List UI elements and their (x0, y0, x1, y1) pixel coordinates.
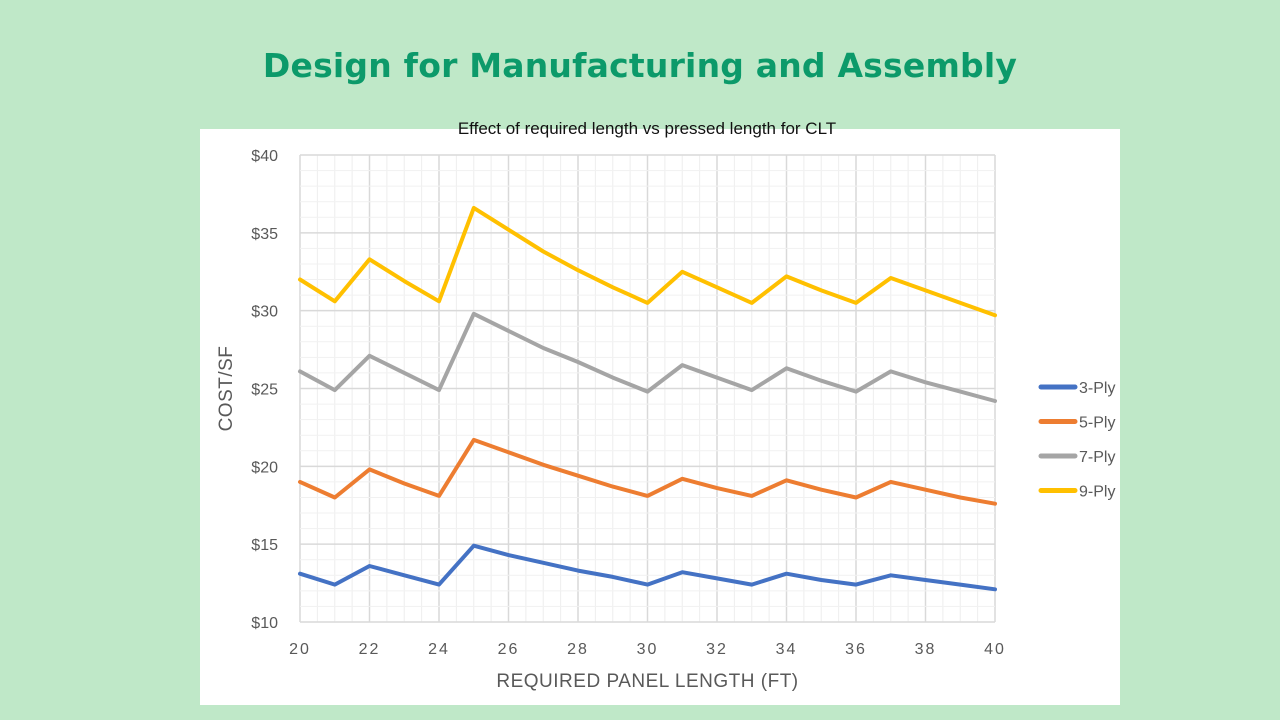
legend-label: 7-Ply (1079, 449, 1115, 466)
x-tick-label: 34 (776, 641, 798, 658)
y-tick-label: $35 (251, 226, 278, 243)
series-line-9-ply (298, 205, 997, 318)
y-axis-title: COST/SF (216, 346, 237, 432)
x-axis-title: REQUIRED PANEL LENGTH (FT) (496, 671, 798, 692)
legend-label: 5-Ply (1079, 415, 1115, 432)
y-tick-label: $40 (251, 148, 278, 165)
y-tick-label: $10 (251, 615, 278, 632)
slide-title: Design for Manufacturing and Assembly (262, 46, 1018, 85)
x-tick-label: 40 (984, 641, 1006, 658)
y-tick-label: $20 (251, 459, 278, 476)
legend-label: 3-Ply (1079, 380, 1115, 397)
x-tick-label: 30 (637, 641, 659, 658)
y-tick-label: $25 (251, 382, 278, 399)
legend-label: 9-Ply (1079, 484, 1115, 501)
x-tick-label: 36 (845, 641, 867, 658)
x-tick-label: 26 (498, 641, 520, 658)
chart-panel (200, 129, 1120, 705)
x-tick-label: 28 (567, 641, 589, 658)
y-tick-label: $30 (251, 304, 278, 321)
x-tick-label: 38 (915, 641, 937, 658)
x-tick-label: 32 (706, 641, 728, 658)
x-tick-label: 20 (289, 641, 311, 658)
y-tick-label: $15 (251, 537, 278, 554)
series-line-5-ply (298, 437, 997, 506)
x-tick-label: 24 (428, 641, 450, 658)
x-tick-label: 22 (359, 641, 381, 658)
chart-title: Effect of required length vs pressed len… (457, 119, 837, 138)
series-line-7-ply (298, 311, 997, 403)
series-line-3-ply (298, 543, 997, 592)
